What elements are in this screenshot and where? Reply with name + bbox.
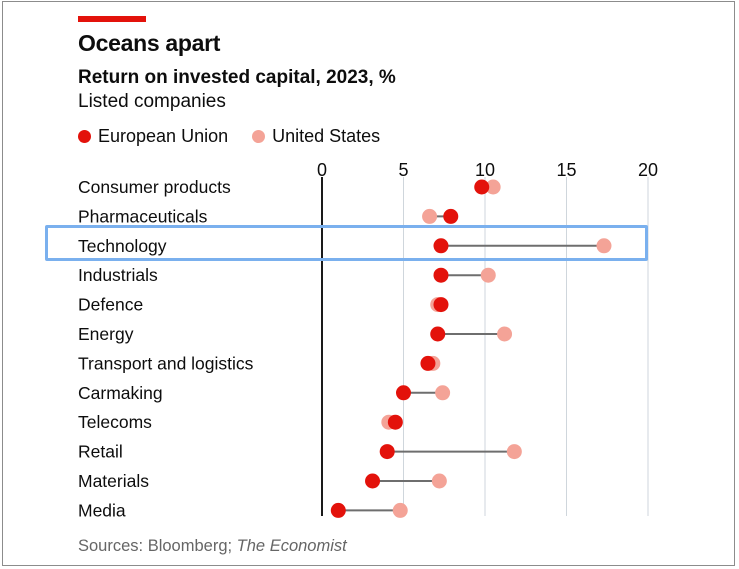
category-label: Energy [78, 324, 134, 344]
eu-dot [387, 414, 403, 430]
eu-dot [365, 473, 381, 489]
us-dot [485, 179, 501, 195]
chart-subtitle-secondary: Listed companies [78, 91, 226, 112]
category-label: Pharmaceuticals [78, 206, 208, 226]
highlight-box [45, 225, 648, 261]
category-label: Transport and logistics [78, 353, 254, 373]
brand-red-bar [78, 16, 146, 22]
us-dot [506, 444, 522, 460]
chart-title: Oceans apart [78, 30, 221, 56]
category-label: Carmaking [78, 383, 163, 403]
x-tick-label: 20 [638, 160, 658, 180]
eu-dot [379, 444, 395, 460]
eu-dot [433, 238, 449, 254]
legend-swatch-us [252, 130, 266, 143]
legend-label-us: United States [272, 126, 381, 146]
category-label: Technology [78, 236, 167, 256]
us-dot [596, 238, 612, 254]
category-label: Defence [78, 295, 143, 315]
category-label: Telecoms [78, 412, 152, 432]
us-dot [480, 267, 496, 283]
eu-dot [420, 355, 436, 371]
category-label: Consumer products [78, 177, 231, 197]
legend-swatch-eu [78, 130, 91, 143]
x-tick-label: 0 [317, 160, 327, 180]
x-tick-label: 5 [398, 160, 408, 180]
us-dot [431, 473, 447, 489]
category-label: Media [78, 500, 126, 520]
legend: European Union United States [78, 126, 404, 147]
us-dot [422, 208, 438, 224]
eu-dot [474, 179, 490, 195]
x-tick-label: 10 [475, 160, 495, 180]
source-note: Sources: Bloomberg; The Economist [78, 537, 347, 556]
us-dot [497, 326, 513, 342]
eu-dot [330, 502, 346, 518]
eu-dot [443, 208, 459, 224]
us-dot [435, 385, 451, 401]
category-label: Materials [78, 471, 149, 491]
legend-label-eu: European Union [98, 126, 229, 146]
legend-item-eu: European Union [78, 126, 228, 147]
source-publication: The Economist [236, 537, 347, 555]
x-tick-label: 15 [556, 160, 576, 180]
eu-dot [396, 385, 411, 401]
eu-dot [433, 297, 449, 313]
chart-subtitle: Return on invested capital, 2023, % [78, 67, 396, 88]
category-label: Retail [78, 442, 123, 462]
eu-dot [433, 267, 449, 283]
legend-item-us: United States [252, 126, 380, 147]
us-dot [392, 502, 408, 518]
source-prefix: Sources: Bloomberg; [78, 537, 237, 555]
category-label: Industrials [78, 265, 158, 285]
eu-dot [430, 326, 446, 342]
